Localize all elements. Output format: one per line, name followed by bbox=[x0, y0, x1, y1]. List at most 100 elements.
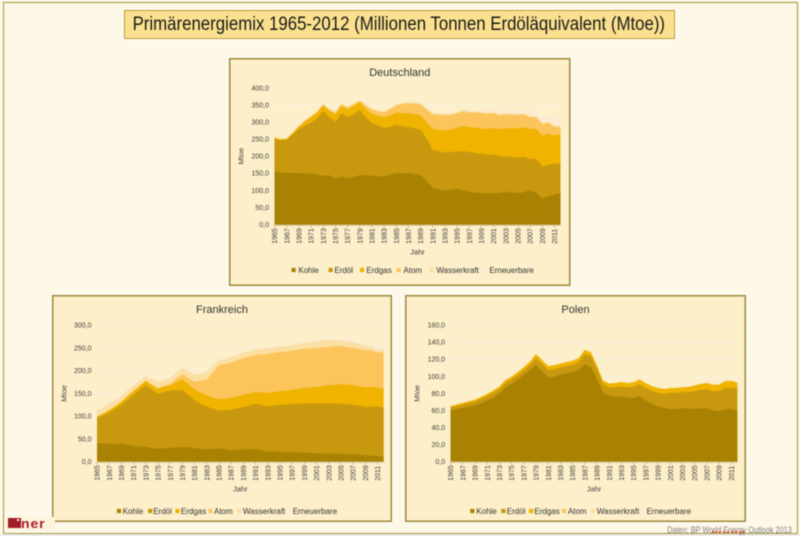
svg-text:1991: 1991 bbox=[253, 465, 260, 481]
svg-text:1977: 1977 bbox=[345, 228, 352, 244]
svg-text:2009: 2009 bbox=[717, 465, 724, 481]
svg-text:0,0: 0,0 bbox=[435, 459, 445, 466]
svg-text:Wasserkraft: Wasserkraft bbox=[597, 507, 640, 516]
svg-text:1967: 1967 bbox=[460, 465, 467, 481]
svg-text:1981: 1981 bbox=[192, 465, 199, 481]
svg-text:0,0: 0,0 bbox=[82, 459, 92, 466]
svg-text:Polen: Polen bbox=[561, 304, 589, 316]
svg-text:1965: 1965 bbox=[272, 228, 279, 244]
svg-text:Atom: Atom bbox=[403, 266, 422, 275]
svg-text:200,0: 200,0 bbox=[74, 368, 92, 375]
svg-text:1999: 1999 bbox=[478, 228, 485, 244]
svg-text:1965: 1965 bbox=[448, 465, 455, 481]
svg-text:100,0: 100,0 bbox=[428, 374, 446, 381]
svg-text:Deutschland: Deutschland bbox=[369, 67, 430, 79]
svg-text:1987: 1987 bbox=[229, 465, 236, 481]
svg-text:50,0: 50,0 bbox=[255, 205, 269, 212]
svg-text:80,0: 80,0 bbox=[431, 391, 445, 398]
svg-text:1993: 1993 bbox=[619, 465, 626, 481]
svg-text:1989: 1989 bbox=[418, 228, 425, 244]
svg-text:2011: 2011 bbox=[552, 229, 559, 244]
svg-text:Wasserkraft: Wasserkraft bbox=[243, 507, 286, 516]
svg-text:Mtoe: Mtoe bbox=[60, 385, 69, 402]
svg-text:Kohle: Kohle bbox=[476, 507, 497, 516]
svg-text:Frankreich: Frankreich bbox=[196, 304, 248, 316]
svg-text:160,0: 160,0 bbox=[428, 323, 446, 330]
svg-text:140,0: 140,0 bbox=[428, 340, 446, 347]
svg-text:1985: 1985 bbox=[570, 465, 577, 481]
svg-text:1971: 1971 bbox=[131, 465, 138, 481]
svg-text:1995: 1995 bbox=[278, 465, 285, 481]
svg-text:1965: 1965 bbox=[95, 465, 102, 481]
svg-text:2003: 2003 bbox=[503, 228, 510, 244]
svg-text:1987: 1987 bbox=[582, 465, 589, 481]
svg-text:1981: 1981 bbox=[546, 465, 553, 481]
svg-text:1983: 1983 bbox=[204, 465, 211, 481]
svg-text:1975: 1975 bbox=[156, 465, 163, 481]
svg-text:200,0: 200,0 bbox=[251, 154, 269, 161]
svg-text:Jahr: Jahr bbox=[410, 247, 425, 256]
svg-text:Kohle: Kohle bbox=[123, 507, 144, 516]
svg-text:2005: 2005 bbox=[339, 465, 346, 481]
svg-text:1993: 1993 bbox=[265, 465, 272, 481]
svg-text:1967: 1967 bbox=[107, 465, 114, 481]
svg-text:400,0: 400,0 bbox=[251, 85, 269, 92]
svg-text:1975: 1975 bbox=[509, 465, 516, 481]
svg-text:1997: 1997 bbox=[290, 465, 297, 481]
svg-text:2009: 2009 bbox=[539, 228, 546, 244]
svg-text:1977: 1977 bbox=[168, 465, 175, 481]
svg-text:1979: 1979 bbox=[357, 228, 364, 244]
svg-text:1975: 1975 bbox=[332, 228, 339, 244]
svg-text:1999: 1999 bbox=[656, 465, 663, 481]
svg-text:2011: 2011 bbox=[729, 466, 736, 481]
svg-text:1969: 1969 bbox=[473, 465, 480, 481]
svg-text:1985: 1985 bbox=[393, 228, 400, 244]
svg-text:2005: 2005 bbox=[515, 228, 522, 244]
svg-text:1967: 1967 bbox=[284, 228, 291, 244]
svg-text:Erdöl: Erdöl bbox=[334, 266, 353, 275]
svg-text:Erdöl: Erdöl bbox=[507, 507, 526, 516]
svg-text:2003: 2003 bbox=[680, 465, 687, 481]
svg-text:300,0: 300,0 bbox=[251, 119, 269, 126]
svg-text:2003: 2003 bbox=[326, 465, 333, 481]
svg-text:Jahr: Jahr bbox=[233, 484, 248, 493]
svg-text:Erdgas: Erdgas bbox=[534, 507, 559, 516]
svg-text:2001: 2001 bbox=[491, 228, 498, 244]
svg-text:Erneuerbare: Erneuerbare bbox=[647, 507, 692, 516]
svg-text:120,0: 120,0 bbox=[428, 357, 446, 364]
svg-text:2007: 2007 bbox=[351, 465, 358, 481]
svg-text:1987: 1987 bbox=[405, 228, 412, 244]
svg-text:Mtoe: Mtoe bbox=[413, 385, 422, 402]
svg-text:1979: 1979 bbox=[534, 465, 541, 481]
svg-text:150,0: 150,0 bbox=[251, 171, 269, 178]
svg-text:250,0: 250,0 bbox=[251, 137, 269, 144]
svg-text:1991: 1991 bbox=[430, 228, 437, 244]
svg-text:2011: 2011 bbox=[375, 466, 382, 481]
svg-text:1971: 1971 bbox=[308, 228, 315, 244]
svg-text:250,0: 250,0 bbox=[74, 345, 92, 352]
svg-text:Wasserkraft: Wasserkraft bbox=[436, 266, 479, 275]
svg-text:1989: 1989 bbox=[595, 465, 602, 481]
svg-text:1973: 1973 bbox=[497, 465, 504, 481]
svg-text:40,0: 40,0 bbox=[431, 425, 445, 432]
svg-text:1991: 1991 bbox=[607, 465, 614, 481]
svg-text:0,0: 0,0 bbox=[259, 222, 269, 229]
svg-text:1973: 1973 bbox=[143, 465, 150, 481]
svg-text:50,0: 50,0 bbox=[78, 436, 92, 443]
svg-text:Erneuerbare: Erneuerbare bbox=[293, 507, 338, 516]
svg-text:2001: 2001 bbox=[314, 465, 321, 481]
svg-text:2007: 2007 bbox=[527, 228, 534, 244]
svg-text:2009: 2009 bbox=[363, 465, 370, 481]
svg-text:100,0: 100,0 bbox=[74, 414, 92, 421]
svg-text:Atom: Atom bbox=[568, 507, 587, 516]
svg-text:1979: 1979 bbox=[180, 465, 187, 481]
svg-text:1989: 1989 bbox=[241, 465, 248, 481]
svg-text:1985: 1985 bbox=[217, 465, 224, 481]
svg-text:Atom: Atom bbox=[214, 507, 233, 516]
svg-text:1999: 1999 bbox=[302, 465, 309, 481]
svg-text:Kohle: Kohle bbox=[298, 266, 319, 275]
svg-text:350,0: 350,0 bbox=[251, 102, 269, 109]
svg-text:1969: 1969 bbox=[119, 465, 126, 481]
svg-text:2007: 2007 bbox=[704, 465, 711, 481]
svg-text:1973: 1973 bbox=[320, 228, 327, 244]
